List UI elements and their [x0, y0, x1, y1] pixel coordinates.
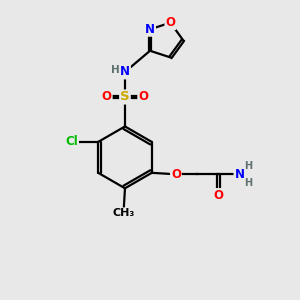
Text: O: O [213, 189, 223, 202]
Text: O: O [165, 16, 176, 29]
Text: N: N [235, 168, 244, 181]
Text: Cl: Cl [65, 135, 78, 148]
Text: O: O [138, 91, 148, 103]
Text: CH₃: CH₃ [112, 208, 135, 218]
Text: H: H [244, 178, 252, 188]
Text: H: H [244, 161, 252, 171]
Text: N: N [120, 65, 130, 79]
Text: O: O [171, 168, 181, 181]
Text: H: H [111, 65, 120, 76]
Text: S: S [120, 91, 130, 103]
Text: O: O [102, 91, 112, 103]
Text: N: N [145, 23, 155, 36]
